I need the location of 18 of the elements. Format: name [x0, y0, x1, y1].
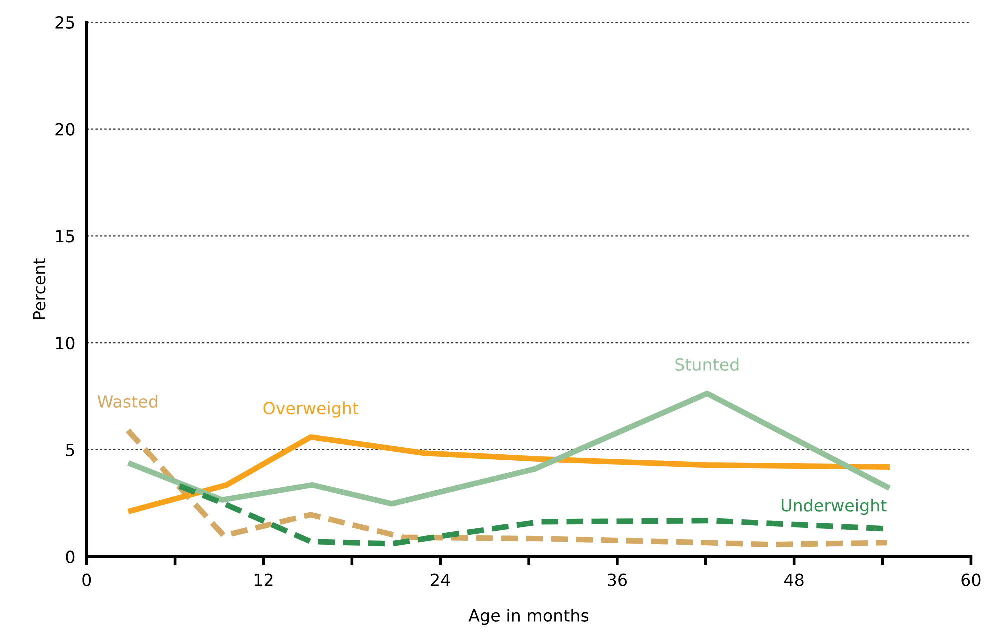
y-tick-label: 25 — [56, 16, 74, 29]
y-tick-label: 15 — [56, 230, 74, 243]
x-tick-label: 12 — [254, 574, 273, 586]
y-tick-label: 0 — [66, 550, 75, 564]
series-label: Wasted — [98, 395, 158, 408]
x-tick-label: 0 — [82, 574, 92, 586]
y-tick-label: 20 — [56, 123, 75, 136]
y-tick-label: 5 — [66, 444, 74, 456]
y-tick-label: 10 — [56, 337, 75, 350]
x-tick-label: 24 — [431, 574, 450, 586]
x-tick-label: 36 — [608, 574, 628, 586]
y-axis-title: Percent — [33, 258, 46, 320]
series-label: Overweight — [264, 402, 359, 418]
series-label: Stunted — [676, 358, 739, 372]
x-axis-title: Age in months — [468, 609, 589, 626]
x-tick-label: 60 — [962, 574, 981, 586]
x-tick-label: 48 — [784, 574, 804, 586]
series-label: Underweight — [782, 498, 887, 516]
